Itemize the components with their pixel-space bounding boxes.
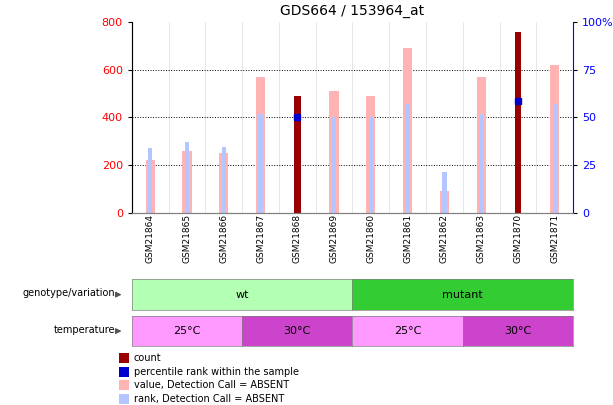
Bar bbox=[440, 191, 449, 213]
Bar bbox=[119, 367, 129, 377]
Bar bbox=[442, 172, 447, 213]
Bar bbox=[119, 394, 129, 404]
Text: wt: wt bbox=[235, 290, 249, 300]
Bar bbox=[221, 147, 226, 213]
Bar bbox=[330, 91, 339, 213]
Bar bbox=[368, 117, 373, 213]
Text: count: count bbox=[134, 353, 161, 363]
Bar bbox=[477, 77, 486, 213]
Title: GDS664 / 153964_at: GDS664 / 153964_at bbox=[280, 4, 425, 19]
Bar bbox=[294, 96, 300, 213]
Text: temperature: temperature bbox=[54, 324, 116, 335]
Bar bbox=[256, 77, 265, 213]
Bar bbox=[515, 32, 521, 213]
Text: mutant: mutant bbox=[443, 290, 483, 300]
Text: percentile rank within the sample: percentile rank within the sample bbox=[134, 367, 299, 377]
Bar bbox=[479, 114, 484, 213]
Text: rank, Detection Call = ABSENT: rank, Detection Call = ABSENT bbox=[134, 394, 284, 404]
Text: 25°C: 25°C bbox=[394, 326, 421, 336]
Bar bbox=[148, 148, 153, 213]
Bar bbox=[405, 104, 410, 213]
Bar bbox=[550, 65, 560, 213]
Bar bbox=[185, 143, 189, 213]
Bar bbox=[367, 96, 375, 213]
Text: value, Detection Call = ABSENT: value, Detection Call = ABSENT bbox=[134, 380, 289, 390]
Bar bbox=[332, 117, 337, 213]
Bar bbox=[258, 114, 263, 213]
Text: genotype/variation: genotype/variation bbox=[23, 288, 116, 298]
Bar bbox=[403, 49, 413, 213]
Bar bbox=[119, 353, 129, 363]
Text: 30°C: 30°C bbox=[284, 326, 311, 336]
Bar bbox=[219, 153, 229, 213]
Bar bbox=[552, 104, 557, 213]
Text: 30°C: 30°C bbox=[504, 326, 531, 336]
Bar bbox=[183, 151, 191, 213]
Text: 25°C: 25°C bbox=[173, 326, 200, 336]
Bar bbox=[146, 160, 154, 213]
Bar bbox=[119, 380, 129, 390]
